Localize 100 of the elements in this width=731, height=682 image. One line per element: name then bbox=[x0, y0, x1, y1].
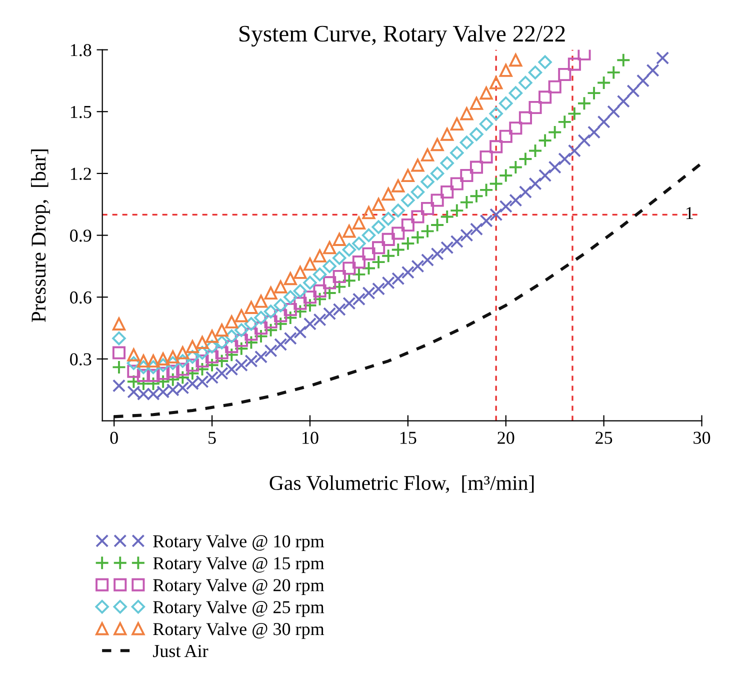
point bbox=[392, 179, 405, 192]
point bbox=[372, 282, 386, 296]
point bbox=[332, 251, 346, 265]
point bbox=[372, 198, 386, 211]
point bbox=[224, 329, 238, 344]
point bbox=[136, 368, 150, 382]
point bbox=[460, 228, 474, 242]
point bbox=[586, 86, 602, 100]
point bbox=[234, 323, 248, 337]
point bbox=[274, 280, 288, 294]
point bbox=[382, 188, 395, 201]
point bbox=[323, 276, 336, 290]
point bbox=[440, 185, 454, 199]
point bbox=[206, 350, 219, 364]
y-tick-label: 1.5 bbox=[70, 106, 92, 118]
point bbox=[264, 286, 278, 300]
point bbox=[470, 222, 484, 236]
point bbox=[528, 100, 542, 114]
point bbox=[528, 144, 542, 158]
point bbox=[518, 185, 532, 199]
legend-label: Rotary Valve @ 30 rpm bbox=[153, 622, 324, 639]
point bbox=[410, 185, 425, 199]
point bbox=[205, 340, 219, 354]
point bbox=[509, 194, 522, 207]
point bbox=[420, 202, 434, 216]
point bbox=[490, 208, 503, 222]
point bbox=[127, 364, 140, 378]
point bbox=[206, 330, 219, 343]
point bbox=[342, 242, 356, 257]
point bbox=[176, 346, 190, 360]
point bbox=[284, 290, 298, 304]
point bbox=[156, 352, 170, 366]
point bbox=[420, 148, 434, 162]
point bbox=[146, 368, 160, 382]
point bbox=[480, 86, 493, 100]
point bbox=[204, 358, 220, 372]
point bbox=[146, 376, 160, 391]
x-tick-label: 15 bbox=[400, 432, 416, 444]
point bbox=[166, 372, 180, 387]
point bbox=[274, 309, 288, 322]
point bbox=[195, 346, 210, 360]
point bbox=[215, 346, 228, 360]
point bbox=[440, 128, 454, 141]
point bbox=[294, 266, 307, 279]
point bbox=[274, 298, 288, 312]
point bbox=[616, 52, 631, 68]
point bbox=[480, 150, 493, 164]
point bbox=[206, 370, 219, 384]
point bbox=[264, 304, 278, 318]
point bbox=[450, 234, 464, 248]
point bbox=[568, 58, 581, 71]
point bbox=[450, 177, 464, 190]
point bbox=[332, 302, 346, 316]
point bbox=[362, 286, 376, 300]
point bbox=[176, 362, 190, 376]
point bbox=[332, 232, 346, 246]
point bbox=[460, 136, 474, 150]
point bbox=[587, 126, 601, 139]
point bbox=[391, 204, 405, 218]
point bbox=[430, 247, 444, 260]
point bbox=[479, 117, 494, 131]
point bbox=[460, 168, 474, 182]
point bbox=[490, 140, 503, 154]
point bbox=[284, 332, 297, 345]
point bbox=[264, 315, 278, 328]
y-axis-title: Pressure Drop, [bar] bbox=[31, 149, 50, 322]
point bbox=[303, 276, 317, 290]
point bbox=[381, 212, 396, 226]
point bbox=[548, 80, 562, 94]
point bbox=[490, 76, 503, 90]
point bbox=[420, 253, 434, 267]
point bbox=[577, 96, 592, 111]
point bbox=[498, 168, 514, 183]
point bbox=[538, 133, 552, 148]
point bbox=[460, 107, 474, 120]
point bbox=[352, 292, 366, 306]
point bbox=[528, 66, 542, 80]
point bbox=[274, 338, 288, 352]
point bbox=[234, 358, 248, 372]
point bbox=[126, 356, 141, 370]
point bbox=[176, 354, 190, 368]
point bbox=[254, 322, 268, 335]
point bbox=[392, 226, 405, 240]
point bbox=[372, 220, 386, 234]
legend-label: Rotary Valve @ 10 rpm bbox=[153, 534, 324, 552]
point bbox=[234, 309, 248, 322]
point bbox=[499, 200, 512, 213]
point bbox=[225, 315, 238, 328]
point bbox=[538, 168, 552, 182]
point bbox=[401, 168, 414, 182]
point bbox=[186, 340, 199, 354]
point bbox=[112, 331, 126, 346]
point bbox=[112, 317, 126, 330]
point bbox=[303, 258, 317, 271]
point bbox=[312, 268, 327, 282]
point bbox=[578, 134, 591, 148]
x-tick-label: 5 bbox=[208, 432, 216, 444]
y-tick-label: 1.8 bbox=[70, 44, 92, 56]
x-axis-title: Gas Volumetric Flow, [m³/min] bbox=[270, 475, 534, 494]
point bbox=[362, 247, 376, 260]
